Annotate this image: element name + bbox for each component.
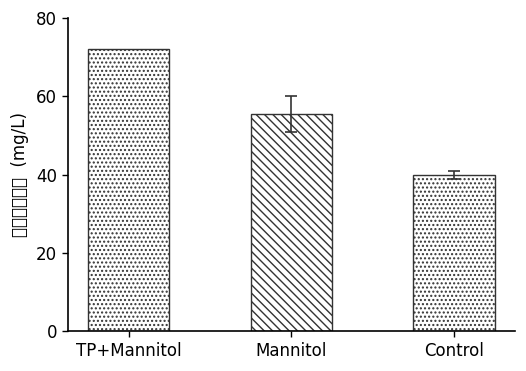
Bar [250,114,332,331]
Bar [413,175,494,331]
Bar [88,49,169,331]
Y-axis label: 岩藻黄质浓度  (mg/L): 岩藻黄质浓度 (mg/L) [11,112,29,237]
